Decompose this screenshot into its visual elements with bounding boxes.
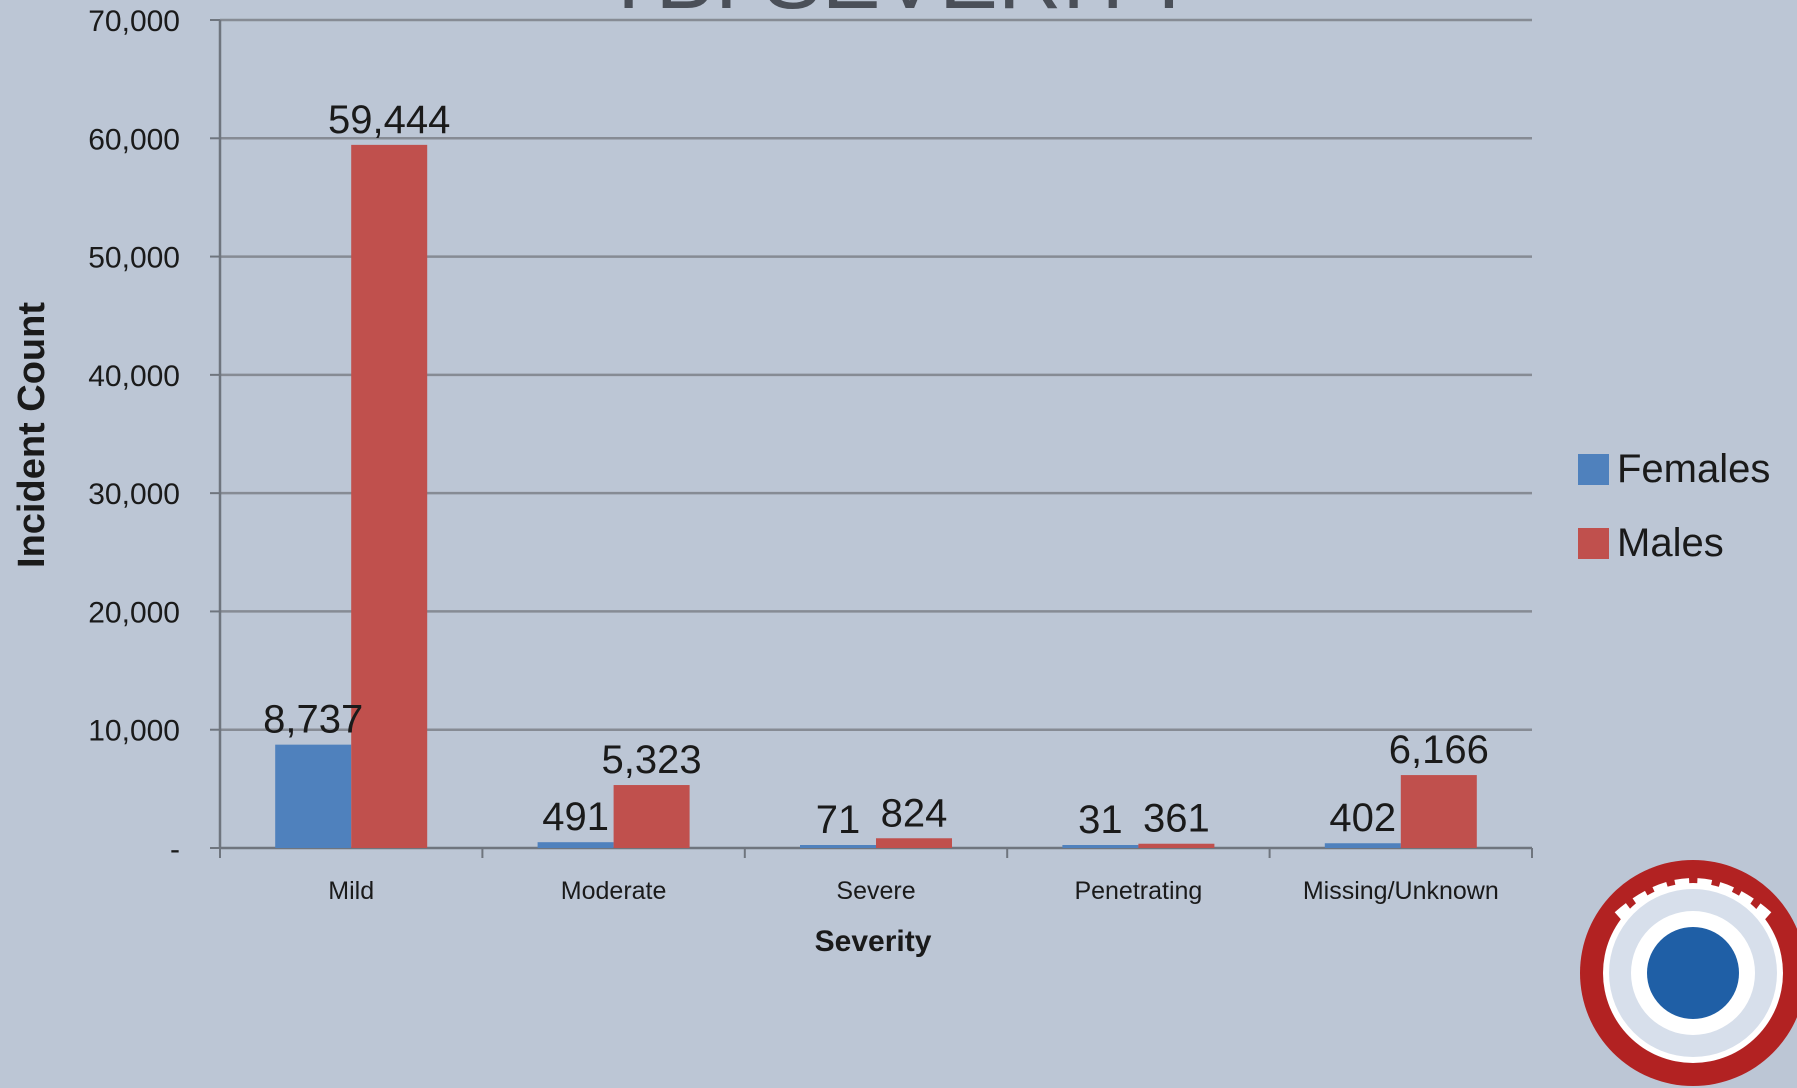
y-axis-label: Incident Count (11, 302, 53, 568)
y-axis-ticks: - 10,000 20,000 30,000 40,000 50,000 60,000 70,… (88, 5, 180, 866)
y-tick-label: 40,000 (88, 360, 180, 393)
bar-males (1400, 775, 1477, 848)
y-tick-label: 30,000 (88, 478, 180, 511)
x-tick-label: Severe (836, 877, 915, 905)
x-tick-label: Mild (328, 877, 374, 905)
chart-title: TBI SEVERITY (602, 0, 1199, 27)
data-label-males: 5,323 (602, 738, 702, 782)
bar-females (800, 845, 876, 848)
data-label-females: 71 (816, 798, 861, 842)
bar-females (1324, 843, 1401, 848)
data-label-males: 59,444 (328, 98, 450, 142)
legend-label-females: Females (1617, 446, 1771, 491)
data-label-females: 8,737 (263, 698, 363, 742)
x-tick-label: Missing/Unknown (1303, 877, 1499, 905)
data-label-males: 824 (881, 791, 948, 835)
bar-males (1138, 843, 1215, 848)
legend-item-females: Females (1578, 432, 1770, 506)
bar-males (876, 838, 952, 848)
data-label-females: 402 (1329, 796, 1396, 840)
y-tick-label: 50,000 (88, 242, 180, 275)
bars (275, 144, 1477, 848)
legend-swatch-females (1578, 453, 1609, 485)
legend: Females Males (1578, 432, 1770, 580)
bar-females (537, 842, 614, 848)
y-tick-label: 70,000 (88, 5, 180, 38)
x-axis-ticks: Mild Moderate Severe Penetrating Missing/Unk… (328, 877, 1498, 905)
x-axis-label: Severity (815, 925, 932, 958)
bar-males (351, 144, 428, 848)
bar-chart: TBI SEVERITY - 10,000 20,000 30,000 40,000 50… (11, 0, 1533, 958)
gridlines (220, 18, 1532, 731)
legend-label-males: Males (1617, 520, 1724, 565)
x-tick-label: Moderate (561, 877, 667, 905)
y-tick-label: - (170, 833, 180, 866)
legend-swatch-males (1578, 527, 1609, 559)
bar-females (1062, 845, 1139, 848)
seal-logo (1580, 860, 1797, 1086)
data-label-females: 491 (542, 795, 609, 839)
y-tick-label: 60,000 (88, 123, 180, 156)
bar-males (613, 785, 690, 848)
data-labels: 8,737 59,444 491 5,323 71 824 31 361 402 6,166 (263, 98, 1489, 842)
data-label-males: 361 (1143, 797, 1210, 841)
bar-females (275, 744, 352, 848)
legend-item-males: Males (1578, 506, 1770, 580)
data-label-females: 31 (1078, 798, 1123, 842)
data-label-males: 6,166 (1389, 728, 1489, 772)
y-tick-label: 20,000 (88, 596, 180, 629)
x-tick-label: Penetrating (1074, 877, 1202, 905)
y-tick-label: 10,000 (88, 715, 180, 748)
